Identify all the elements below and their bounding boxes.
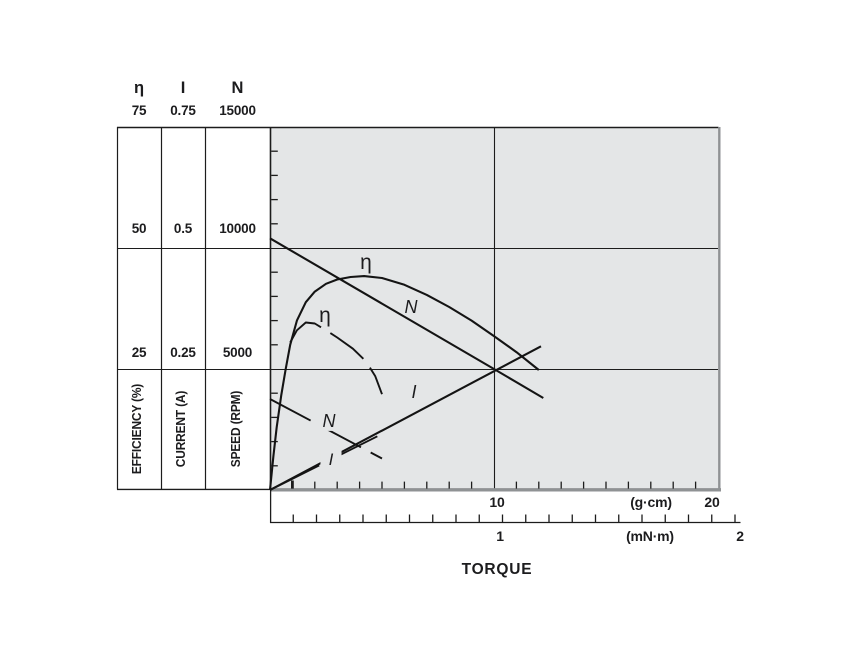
speed-solid-label: N (405, 297, 419, 317)
speed-dashed-label-mask (317, 411, 341, 431)
efficiency-max-label: 75 (131, 103, 147, 118)
efficiency-axis-symbol: η (133, 79, 145, 97)
gcm-tick-20: 20 (704, 494, 720, 510)
current-dashed-curve (269, 432, 385, 491)
efficiency-solid-label: η (360, 251, 372, 274)
efficiency-dashed-curve (289, 321, 383, 395)
mnm-unit-label: (mN·m) (626, 528, 674, 544)
efficiency-dashed-label: η (319, 304, 331, 327)
current-solid-curve (269, 345, 542, 491)
gcm-unit-label: (g·cm) (630, 494, 672, 510)
current-dashed-label-mask (320, 449, 342, 469)
efficiency-tick-50: 50 (131, 221, 147, 236)
current-axis-symbol: I (180, 79, 186, 97)
current-tick-0_25: 0.25 (170, 345, 196, 360)
efficiency-tick-25: 25 (131, 345, 147, 360)
current-max-label: 0.75 (170, 103, 196, 118)
gcm-tick-10: 10 (489, 494, 505, 510)
speed-solid-curve (269, 237, 544, 399)
current-dashed-label: I (329, 450, 334, 469)
speed-max-label: 15000 (219, 103, 256, 118)
efficiency-solid-curve (268, 275, 540, 491)
torque-axis-title: TORQUE (461, 561, 533, 578)
mnm-tick-1: 1 (496, 528, 504, 544)
mnm-tick-2: 2 (736, 528, 744, 544)
speed-dashed-label: N (323, 411, 337, 431)
speed-axis-symbol: N (231, 79, 244, 97)
current-tick-0_5: 0.5 (173, 221, 193, 236)
speed-tick-10000: 10000 (219, 221, 256, 236)
speed-tick-5000: 5000 (222, 345, 253, 360)
current-solid-label: I (411, 382, 416, 402)
